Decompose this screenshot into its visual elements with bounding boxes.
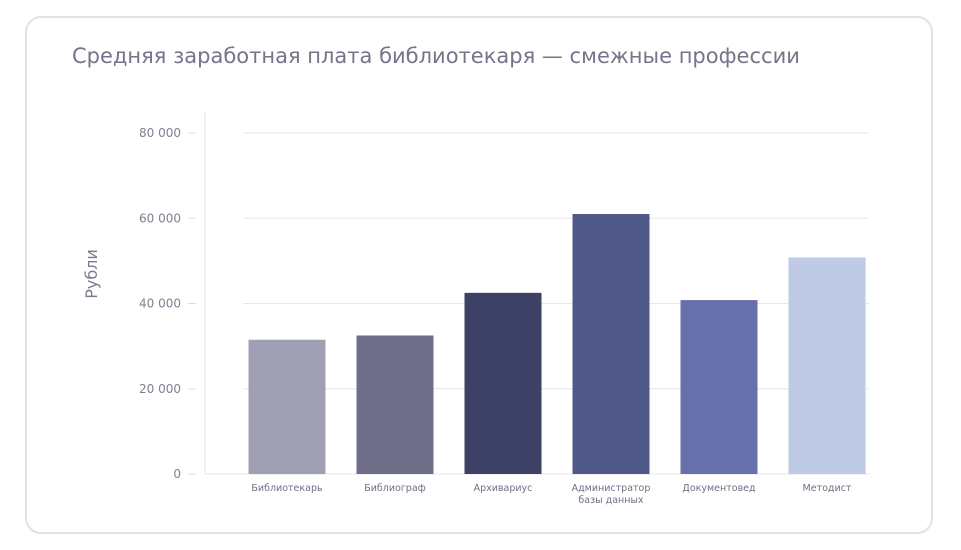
bar: [680, 300, 758, 474]
y-axis-label: Рубли: [82, 249, 101, 299]
y-axis-ticks: 0 20 000 40 000 60 000 80 000: [139, 126, 196, 481]
y-tick-label: 80 000: [139, 126, 181, 140]
x-axis-labels: Библиотекарь Библиограф Архивариус Админист…: [251, 483, 852, 506]
y-tick-label: 60 000: [139, 211, 181, 225]
x-category-label: Архивариус: [474, 483, 533, 494]
bars: [248, 213, 866, 475]
x-category-label: Методист: [803, 483, 852, 494]
x-category-label: Библиотекарь: [251, 483, 323, 494]
gridlines: [243, 132, 869, 390]
bar: [248, 339, 326, 474]
bar: [572, 213, 650, 475]
bar: [788, 257, 866, 474]
bar: [356, 335, 434, 474]
bar: [464, 292, 542, 474]
chart-title: Средняя заработная плата библиотекаря — …: [72, 44, 800, 68]
x-category-label: Администратор базы данных: [572, 483, 651, 506]
y-tick-label: 40 000: [139, 297, 181, 311]
x-category-label: Документовед: [682, 483, 756, 494]
x-category-label: Библиограф: [364, 483, 426, 494]
y-tick-label: 20 000: [139, 382, 181, 396]
y-tick-label: 0: [173, 467, 181, 481]
